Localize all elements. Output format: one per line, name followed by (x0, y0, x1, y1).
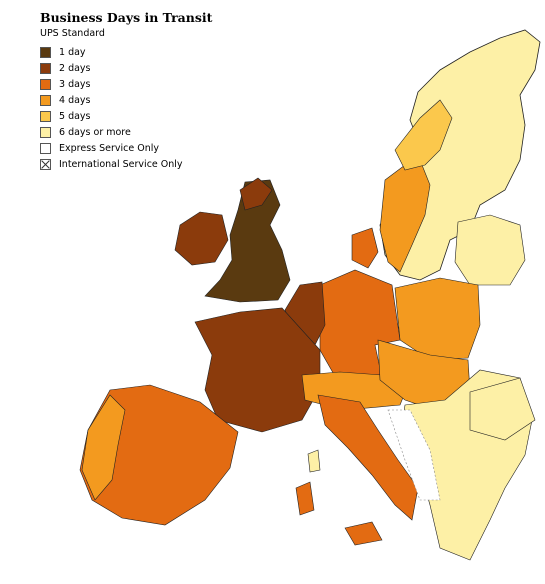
region-norway-west (394, 99, 453, 171)
region-sicily (344, 521, 383, 546)
legend-label: 2 days (59, 62, 91, 74)
legend-item-international-only: International Service Only (40, 156, 183, 172)
legend-item-4-days: 4 days (40, 92, 183, 108)
legend-swatch-international (40, 158, 51, 170)
legend-item-2-days: 2 days (40, 60, 183, 76)
legend-item-1-day: 1 day (40, 44, 183, 60)
legend-item-3-days: 3 days (40, 76, 183, 92)
region-denmark (351, 227, 379, 269)
map-subtitle: UPS Standard (40, 28, 105, 39)
legend-label: 4 days (59, 94, 91, 106)
region-sardinia (295, 481, 315, 516)
region-ireland (174, 211, 229, 266)
legend-swatch-5-days (40, 110, 51, 122)
legend-swatch-express (40, 142, 51, 154)
region-portugal (81, 394, 126, 501)
legend-swatch-1-day (40, 46, 51, 58)
legend-label: 6 days or more (59, 126, 131, 138)
legend-label: 5 days (59, 110, 91, 122)
region-germany (319, 269, 401, 386)
legend-label: 3 days (59, 78, 91, 90)
legend-swatch-3-days (40, 78, 51, 90)
region-corsica (307, 449, 321, 473)
region-italy (317, 394, 419, 521)
region-baltics (454, 214, 526, 286)
region-scotland-north (239, 177, 273, 211)
legend-item-6-days-or-more: 6 days or more (40, 124, 183, 140)
region-great-britain (204, 179, 291, 303)
region-adriatic-coast (387, 409, 441, 501)
legend: 1 day 2 days 3 days 4 days 5 days 6 days… (40, 44, 183, 172)
region-france (194, 307, 321, 433)
legend-label: Express Service Only (59, 142, 160, 154)
legend-label: International Service Only (59, 158, 183, 170)
legend-swatch-2-days (40, 62, 51, 74)
legend-swatch-4-days (40, 94, 51, 106)
map-title: Business Days in Transit (40, 10, 213, 25)
legend-label: 1 day (59, 46, 86, 58)
legend-item-5-days: 5 days (40, 108, 183, 124)
region-poland (394, 277, 481, 361)
legend-swatch-6-days (40, 126, 51, 138)
region-romania (469, 377, 536, 441)
legend-item-express-only: Express Service Only (40, 140, 183, 156)
